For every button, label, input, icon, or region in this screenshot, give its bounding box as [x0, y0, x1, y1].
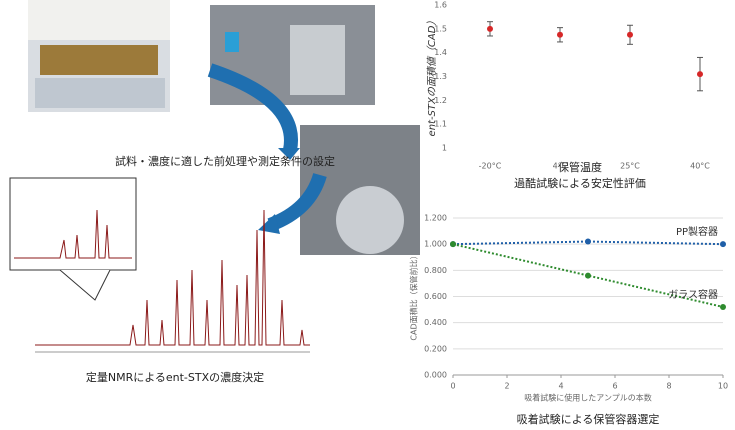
- x-tick-label: 2: [504, 382, 509, 391]
- x-tick-label: -20°C: [479, 162, 502, 171]
- y-tick-label: 1.200: [424, 214, 447, 223]
- x-tick-label: 0: [450, 382, 455, 391]
- point: [627, 32, 633, 38]
- y-tick-label: 1.6: [434, 1, 447, 10]
- series-label: ガラス容器: [668, 288, 718, 301]
- point: [720, 241, 726, 247]
- point: [697, 71, 703, 77]
- chart-caption: 過酷試験による安定性評価: [514, 176, 646, 190]
- y-tick-label: 1.2: [434, 96, 447, 105]
- point: [557, 32, 563, 38]
- x-tick-label: 6: [612, 382, 617, 391]
- x-tick-label: 40°C: [690, 162, 710, 171]
- point: [487, 26, 493, 32]
- x-tick-label: 25°C: [620, 162, 640, 171]
- y-tick-label: 0.600: [424, 292, 447, 301]
- caption: 試料・濃度に適した前処理や測定条件の設定: [115, 154, 335, 168]
- y-tick-label: 1.3: [434, 72, 447, 81]
- series-label: PP製容器: [676, 225, 718, 238]
- y-axis-label: CAD面積比（保管前比）: [409, 251, 419, 340]
- y-tick-label: 1.5: [434, 24, 447, 33]
- figure: 試料・濃度に適した前処理や測定条件の設定 定量NMRによるent-STXの濃度決…: [0, 0, 735, 430]
- x-tick-label: 10: [718, 382, 728, 391]
- y-tick-label: 0.400: [424, 318, 447, 327]
- point: [450, 241, 456, 247]
- photo-instrument: [210, 5, 375, 105]
- y-tick-label: 0.000: [424, 371, 447, 380]
- point: [585, 273, 591, 279]
- nmr-spectrum: [10, 178, 310, 352]
- y-tick-label: 1: [442, 144, 447, 153]
- y-tick-label: 0.200: [424, 344, 447, 353]
- photo-vials: [28, 0, 170, 112]
- y-tick-label: 1.1: [434, 120, 447, 129]
- x-tick-label: 4: [558, 382, 563, 391]
- x-tick-label: 4°C: [553, 162, 568, 171]
- point: [720, 304, 726, 310]
- y-tick-label: 1.000: [424, 240, 447, 249]
- y-tick-label: 0.800: [424, 266, 447, 275]
- x-tick-label: 8: [666, 382, 671, 391]
- y-tick-label: 1.4: [434, 48, 447, 57]
- caption: 定量NMRによるent-STXの濃度決定: [86, 370, 264, 384]
- chart-caption: 吸着試験による保管容器選定: [517, 412, 660, 426]
- point: [585, 239, 591, 245]
- x-axis-label: 吸着試験に使用したアンプルの本数: [524, 393, 651, 403]
